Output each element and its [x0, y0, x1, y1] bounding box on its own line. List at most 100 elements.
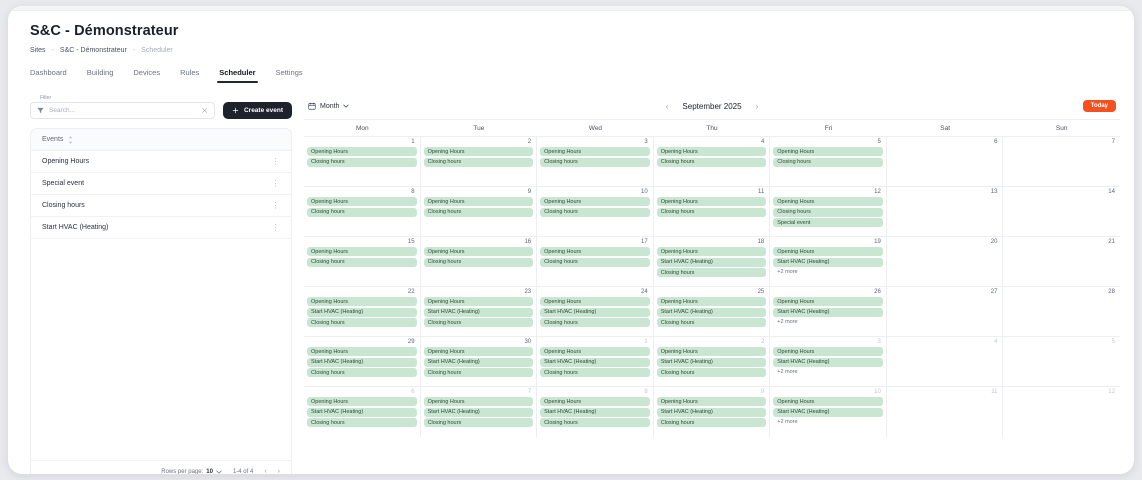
calendar-day-cell[interactable]: 5: [1003, 337, 1120, 386]
calendar-event-pill[interactable]: Opening Hours: [773, 247, 883, 256]
calendar-day-cell[interactable]: 20: [887, 237, 1004, 286]
calendar-event-pill[interactable]: Start HVAC (Heating): [656, 407, 767, 417]
calendar-day-cell[interactable]: 28: [1003, 287, 1120, 336]
calendar-event-pill[interactable]: Start HVAC (Heating): [773, 257, 883, 267]
calendar-event-pill[interactable]: Start HVAC (Heating): [423, 357, 534, 367]
calendar-event-pill[interactable]: Closing hours: [423, 157, 534, 167]
calendar-event-pill[interactable]: Opening Hours: [307, 347, 417, 356]
calendar-day-cell[interactable]: 9 Opening Hours Closing hours: [421, 187, 538, 236]
search-input[interactable]: Search...: [30, 102, 215, 119]
calendar-day-cell[interactable]: 2 Opening Hours Start HVAC (Heating) Closin…: [654, 337, 771, 386]
calendar-event-pill[interactable]: Closing hours: [540, 318, 650, 327]
calendar-day-cell[interactable]: 10 Opening Hours Closing hours: [537, 187, 654, 236]
calendar-event-pill[interactable]: Closing hours: [656, 368, 767, 377]
calendar-day-cell[interactable]: 18 Opening Hours Start HVAC (Heating) Closi…: [654, 237, 771, 286]
calendar-day-cell[interactable]: 23 Opening Hours Start HVAC (Heating) Closi…: [421, 287, 538, 336]
calendar-day-cell[interactable]: 11: [887, 387, 1004, 437]
calendar-event-pill[interactable]: Closing hours: [540, 157, 650, 167]
calendar-event-pill[interactable]: Opening Hours: [423, 297, 534, 306]
row-menu-icon[interactable]: ⋮: [271, 201, 280, 210]
calendar-event-pill[interactable]: Opening Hours: [540, 197, 650, 206]
calendar-event-pill[interactable]: Closing hours: [307, 157, 417, 167]
calendar-day-cell[interactable]: 27: [887, 287, 1004, 336]
view-selector[interactable]: Month: [308, 102, 350, 110]
calendar-event-pill[interactable]: Closing hours: [307, 207, 417, 217]
calendar-event-pill[interactable]: Opening Hours: [656, 247, 767, 256]
calendar-event-pill[interactable]: Start HVAC (Heating): [307, 357, 417, 367]
calendar-event-pill[interactable]: Closing hours: [423, 368, 534, 377]
calendar-day-cell[interactable]: 26 Opening Hours Start HVAC (Heating) +2 mo…: [770, 287, 887, 336]
calendar-event-pill[interactable]: Start HVAC (Heating): [540, 357, 650, 367]
calendar-event-pill[interactable]: Opening Hours: [423, 197, 534, 206]
calendar-day-cell[interactable]: 7 Opening Hours Start HVAC (Heating) Closin…: [421, 387, 538, 437]
calendar-event-pill[interactable]: Opening Hours: [423, 347, 534, 356]
calendar-day-cell[interactable]: 12: [1003, 387, 1120, 437]
calendar-day-cell[interactable]: 13: [887, 187, 1004, 236]
calendar-event-pill[interactable]: Special event: [773, 218, 883, 227]
calendar-event-pill[interactable]: Closing hours: [656, 157, 767, 167]
calendar-day-cell[interactable]: 8 Opening Hours Start HVAC (Heating) Closin…: [537, 387, 654, 437]
calendar-day-cell[interactable]: 24 Opening Hours Start HVAC (Heating) Closi…: [537, 287, 654, 336]
calendar-event-pill[interactable]: Opening Hours: [307, 147, 417, 156]
calendar-event-pill[interactable]: Opening Hours: [540, 247, 650, 256]
create-event-button[interactable]: Create event: [222, 102, 292, 119]
calendar-event-pill[interactable]: Opening Hours: [307, 197, 417, 206]
calendar-event-pill[interactable]: Closing hours: [307, 318, 417, 327]
calendar-day-cell[interactable]: 8 Opening Hours Closing hours: [304, 187, 421, 236]
prev-month-button[interactable]: ‹: [665, 101, 669, 111]
calendar-day-cell[interactable]: 29 Opening Hours Start HVAC (Heating) Closi…: [304, 337, 421, 386]
calendar-event-pill[interactable]: Closing hours: [423, 257, 534, 267]
calendar-day-cell[interactable]: 22 Opening Hours Start HVAC (Heating) Closi…: [304, 287, 421, 336]
calendar-event-pill[interactable]: Opening Hours: [656, 347, 767, 356]
calendar-event-pill[interactable]: Start HVAC (Heating): [307, 307, 417, 317]
events-table-header[interactable]: Events: [31, 129, 291, 151]
next-month-button[interactable]: ›: [755, 101, 759, 111]
calendar-event-pill[interactable]: Closing hours: [540, 207, 650, 217]
calendar-day-cell[interactable]: 1 Opening Hours Start HVAC (Heating) Closin…: [537, 337, 654, 386]
calendar-event-pill[interactable]: Start HVAC (Heating): [656, 357, 767, 367]
calendar-day-cell[interactable]: 21: [1003, 237, 1120, 286]
calendar-day-cell[interactable]: 3 Opening Hours Closing hours: [537, 137, 654, 186]
calendar-event-pill[interactable]: Closing hours: [423, 318, 534, 327]
calendar-event-pill[interactable]: Opening Hours: [307, 397, 417, 406]
calendar-event-pill[interactable]: Start HVAC (Heating): [540, 307, 650, 317]
calendar-event-pill[interactable]: Start HVAC (Heating): [423, 407, 534, 417]
calendar-event-pill[interactable]: Closing hours: [307, 257, 417, 267]
calendar-day-cell[interactable]: 11 Opening Hours Closing hours: [654, 187, 771, 236]
tab-rules[interactable]: Rules: [180, 68, 200, 77]
calendar-event-pill[interactable]: Closing hours: [656, 268, 767, 277]
calendar-day-cell[interactable]: 2 Opening Hours Closing hours: [421, 137, 538, 186]
calendar-event-pill[interactable]: Opening Hours: [423, 397, 534, 406]
list-item[interactable]: Closing hours ⋮: [31, 195, 291, 217]
calendar-event-pill[interactable]: Start HVAC (Heating): [540, 407, 650, 417]
calendar-event-pill[interactable]: Closing hours: [540, 418, 650, 427]
row-menu-icon[interactable]: ⋮: [271, 179, 280, 188]
calendar-event-pill[interactable]: Start HVAC (Heating): [656, 307, 767, 317]
clear-search-icon[interactable]: [201, 107, 208, 114]
list-item[interactable]: Start HVAC (Heating) ⋮: [31, 217, 291, 239]
calendar-event-pill[interactable]: Opening Hours: [656, 397, 767, 406]
calendar-event-pill[interactable]: Closing hours: [656, 318, 767, 327]
row-menu-icon[interactable]: ⋮: [271, 157, 280, 166]
calendar-event-pill[interactable]: Opening Hours: [773, 347, 883, 356]
more-events-link[interactable]: +2 more: [777, 419, 798, 425]
row-menu-icon[interactable]: ⋮: [271, 223, 280, 232]
calendar-day-cell[interactable]: 5 Opening Hours Closing hours: [770, 137, 887, 186]
calendar-day-cell[interactable]: 3 Opening Hours Start HVAC (Heating) +2 mor…: [770, 337, 887, 386]
calendar-event-pill[interactable]: Closing hours: [540, 257, 650, 267]
tab-dashboard[interactable]: Dashboard: [30, 68, 67, 77]
calendar-event-pill[interactable]: Closing hours: [307, 368, 417, 377]
calendar-day-cell[interactable]: 19 Opening Hours Start HVAC (Heating) +2 mo…: [770, 237, 887, 286]
more-events-link[interactable]: +2 more: [777, 369, 798, 375]
calendar-day-cell[interactable]: 10 Opening Hours Start HVAC (Heating) +2 mo…: [770, 387, 887, 437]
calendar-day-cell[interactable]: 6: [887, 137, 1004, 186]
tab-scheduler[interactable]: Scheduler: [217, 68, 258, 83]
calendar-day-cell[interactable]: 7: [1003, 137, 1120, 186]
calendar-event-pill[interactable]: Closing hours: [307, 418, 417, 427]
calendar-event-pill[interactable]: Start HVAC (Heating): [307, 407, 417, 417]
sort-icon[interactable]: [68, 135, 73, 144]
more-events-link[interactable]: +2 more: [777, 319, 798, 325]
calendar-day-cell[interactable]: 4 Opening Hours Closing hours: [654, 137, 771, 186]
pagination-next-button[interactable]: ›: [277, 468, 280, 474]
tab-settings[interactable]: Settings: [275, 68, 303, 77]
